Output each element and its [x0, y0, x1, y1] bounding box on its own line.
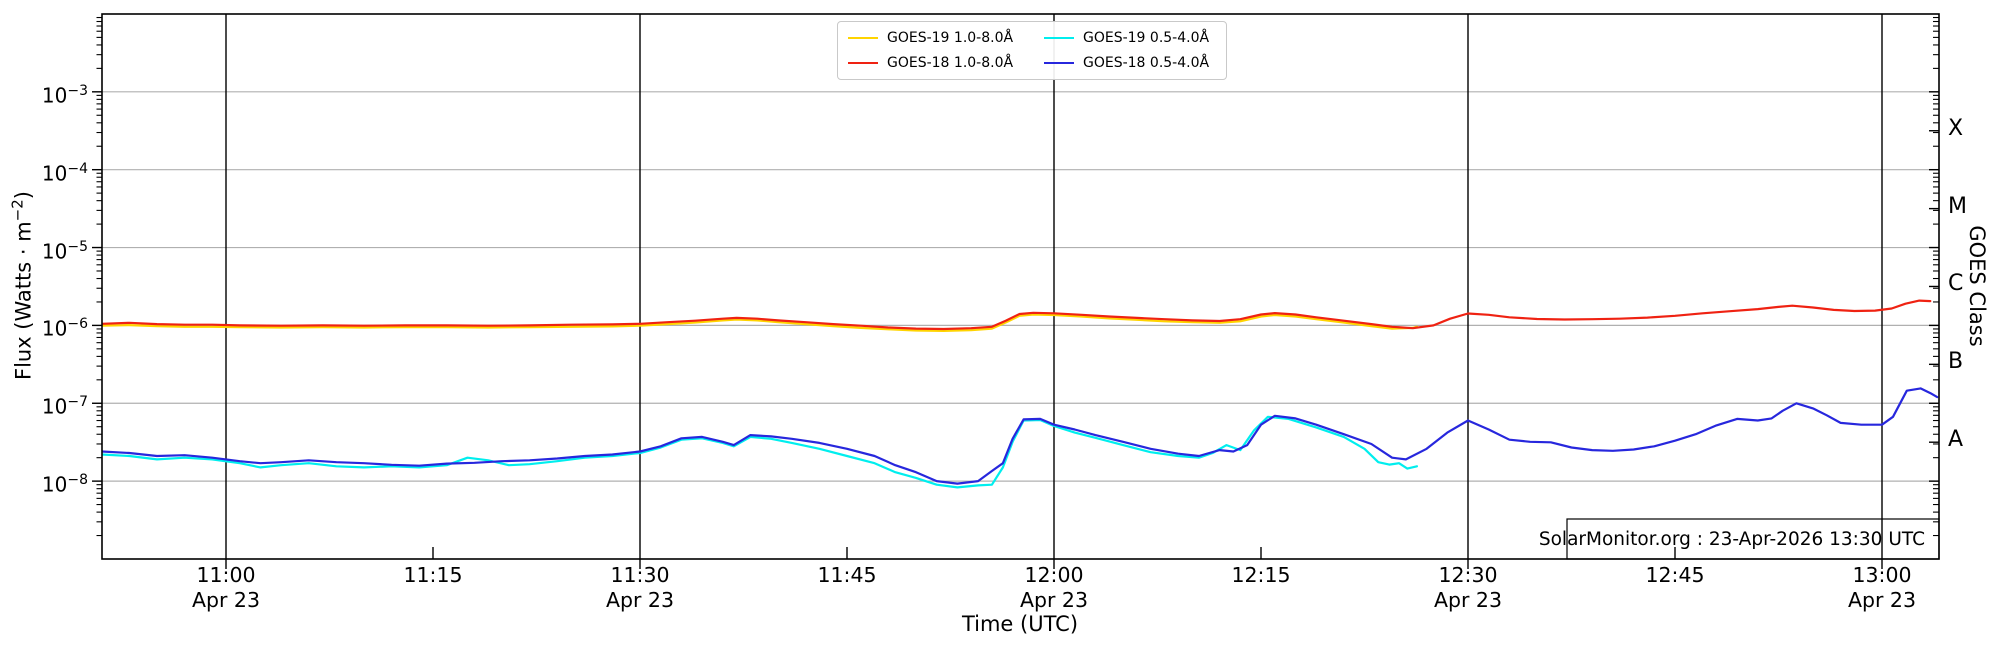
- x-tick-label: 11:00: [196, 563, 256, 587]
- x-tick-label: 11:30: [610, 563, 670, 587]
- legend-item-goes18-long: GOES-18 1.0-8.0Å: [846, 52, 1042, 74]
- legend-label: GOES-19 0.5-4.0Å: [1083, 30, 1210, 46]
- legend-line-sample-goes18-long-icon: [848, 62, 878, 64]
- goes-class-label-m: M: [1948, 193, 1967, 219]
- legend-line-sample-goes18-short-icon: [1044, 62, 1074, 64]
- x-tick-label: 11:15: [403, 563, 463, 587]
- y-tick-label-1e-3: 10−3: [41, 82, 88, 108]
- series-line-goes-18-0-5-4-0-: [102, 387, 1939, 485]
- series-line-goes-19-0-5-4-0-: [102, 415, 1419, 489]
- legend-line-sample-goes19-long-icon: [848, 37, 878, 39]
- y-tick-label-1e-5: 10−5: [41, 238, 88, 264]
- legend-item-goes19-short: GOES-19 0.5-4.0Å: [1042, 27, 1218, 49]
- series-line-goes-19-1-0-8-0-: [102, 313, 1419, 332]
- x-tick-date-label: Apr 23: [1847, 588, 1917, 612]
- x-tick-label: 11:45: [817, 563, 877, 587]
- x-tick-label: 13:00: [1852, 563, 1912, 587]
- legend: GOES-19 1.0-8.0Å GOES-19 0.5-4.0Å GOES-1…: [837, 21, 1227, 80]
- goes-class-label-c: C: [1948, 271, 1964, 297]
- legend-label: GOES-18 1.0-8.0Å: [887, 55, 1014, 71]
- y-tick-label-1e-7: 10−7: [41, 394, 88, 419]
- series-line-goes-18-1-0-8-0-: [102, 299, 1932, 331]
- x-tick-label: 12:15: [1231, 563, 1291, 587]
- goes-class-label-x: X: [1948, 115, 1964, 141]
- watermark-box: [1566, 518, 1940, 560]
- legend-item-goes18-short: GOES-18 0.5-4.0Å: [1042, 52, 1218, 74]
- x-tick-date-label: Apr 23: [191, 588, 261, 612]
- x-tick-date-label: Apr 23: [605, 588, 675, 612]
- x-tick-label: 12:00: [1024, 563, 1084, 587]
- legend-line-sample-goes19-short-icon: [1044, 37, 1074, 39]
- x-tick-date-label: Apr 23: [1433, 588, 1503, 612]
- legend-item-goes19-long: GOES-19 1.0-8.0Å: [846, 27, 1042, 49]
- goes-class-label-b: B: [1948, 349, 1964, 375]
- x-tick-label: 12:45: [1645, 563, 1705, 587]
- y-tick-label-1e-4: 10−4: [41, 160, 88, 186]
- y-tick-label-1e-8: 10−8: [41, 472, 88, 497]
- y-tick-label-1e-6: 10−6: [41, 316, 88, 342]
- legend-label: GOES-18 0.5-4.0Å: [1083, 55, 1210, 71]
- x-tick-date-label: Apr 23: [1019, 588, 1089, 612]
- goes-class-label-a: A: [1948, 427, 1964, 453]
- x-tick-label: 12:30: [1438, 563, 1498, 587]
- legend-label: GOES-19 1.0-8.0Å: [887, 30, 1014, 46]
- plot-border: [101, 13, 1940, 560]
